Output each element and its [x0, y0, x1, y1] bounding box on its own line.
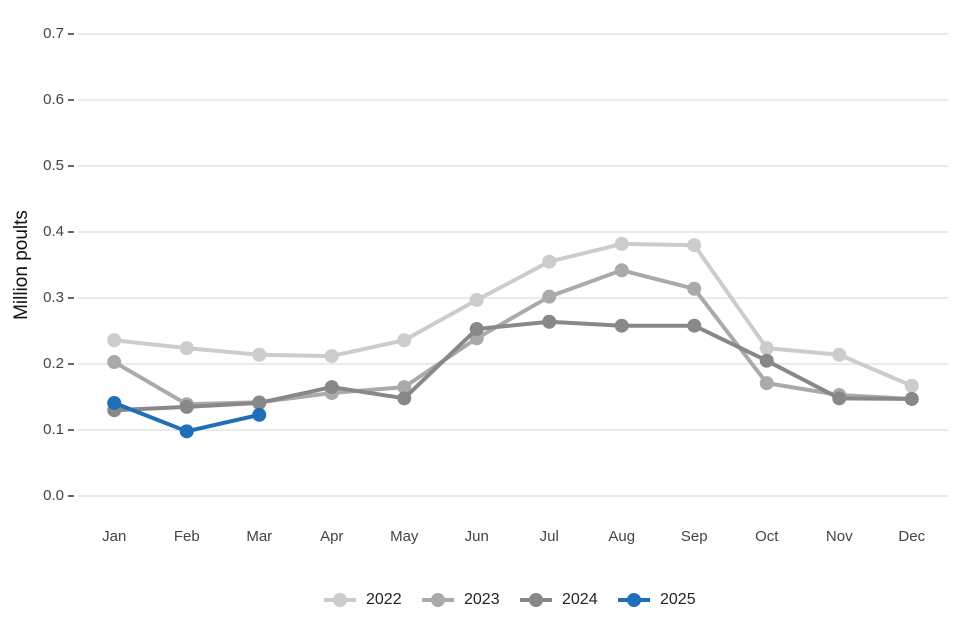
point	[687, 238, 702, 253]
y-tick-label: 0.0	[43, 487, 64, 504]
point	[542, 289, 557, 304]
x-tick-label: Feb	[174, 528, 200, 545]
legend-label: 2022	[366, 591, 402, 608]
point	[614, 236, 629, 251]
x-tick-label: Apr	[320, 528, 343, 545]
x-tick-label: Sep	[681, 528, 708, 545]
x-tick-label: Jul	[540, 528, 559, 545]
legend-key-point	[627, 593, 641, 607]
x-tick-label: May	[390, 528, 419, 545]
point	[542, 314, 557, 329]
point	[542, 254, 557, 269]
y-tick-label: 0.4	[43, 223, 64, 240]
point	[759, 353, 774, 368]
point	[904, 378, 919, 393]
x-tick-label: Aug	[608, 528, 635, 545]
series-line	[114, 241, 913, 388]
point	[759, 341, 774, 356]
x-tick-label: Mar	[246, 528, 272, 545]
point	[469, 322, 484, 337]
legend-label: 2024	[562, 591, 598, 608]
series-line	[113, 268, 912, 407]
point	[324, 349, 339, 364]
point	[397, 380, 412, 395]
legend-key-point	[529, 593, 543, 607]
point	[687, 281, 702, 296]
point	[324, 380, 339, 395]
point	[904, 391, 919, 406]
x-tick-label: Jan	[102, 528, 126, 545]
point	[107, 395, 122, 410]
x-tick-label: Nov	[826, 528, 853, 545]
y-tick-label: 0.6	[43, 91, 64, 108]
point	[107, 355, 122, 370]
point	[397, 333, 412, 348]
series-line	[114, 319, 912, 413]
point	[179, 341, 194, 356]
point	[252, 395, 267, 410]
point	[759, 376, 774, 391]
point	[107, 333, 122, 348]
x-tick-label: Dec	[898, 528, 925, 545]
point	[687, 318, 702, 333]
legend-key-point	[431, 593, 445, 607]
point	[179, 399, 194, 414]
x-tick-label: Oct	[755, 528, 779, 545]
legend-label: 2023	[464, 591, 500, 608]
point	[252, 407, 267, 422]
point	[397, 391, 412, 406]
y-tick-label: 0.7	[43, 25, 64, 42]
point	[614, 263, 629, 278]
y-tick-label: 0.1	[43, 421, 64, 438]
point	[469, 292, 484, 307]
y-tick-label: 0.5	[43, 157, 64, 174]
legend-key-point	[333, 593, 347, 607]
x-tick-label: Jun	[465, 528, 489, 545]
y-axis-label: Million poults	[11, 210, 32, 320]
point	[614, 318, 629, 333]
point	[252, 347, 267, 362]
y-tick-label: 0.2	[43, 355, 64, 372]
point	[179, 424, 194, 439]
point	[832, 391, 847, 406]
point	[832, 347, 847, 362]
y-tick-label: 0.3	[43, 289, 64, 306]
legend-label: 2025	[660, 591, 696, 608]
